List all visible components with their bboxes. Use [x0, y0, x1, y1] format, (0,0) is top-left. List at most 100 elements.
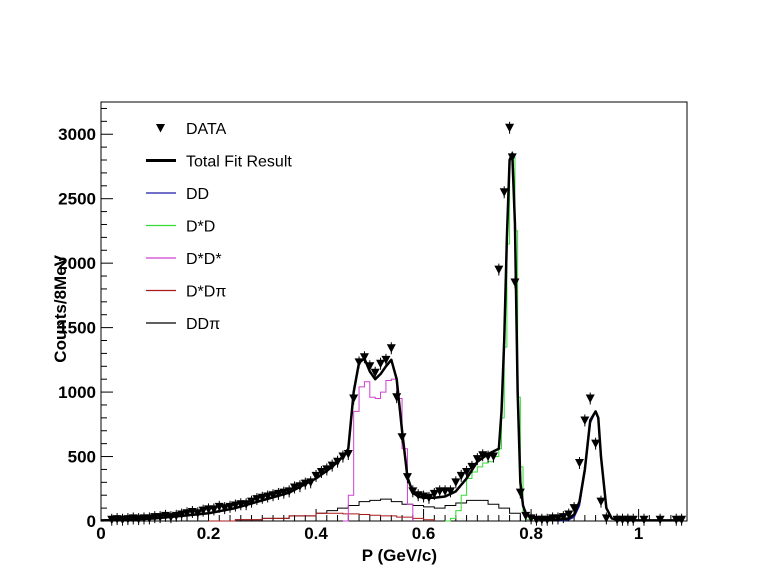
- data-point: [306, 478, 316, 487]
- data-point: [585, 394, 595, 404]
- data-point: [220, 504, 230, 513]
- axis-ticks: 0 0.2 0.4 0.6 0.8 1 0 500 1000 1500 2000 2500 3000: [58, 107, 683, 543]
- series-d-d: [208, 512, 435, 522]
- x-tick-label: 0.4: [304, 524, 328, 543]
- data-point: [316, 468, 326, 477]
- x-tick-label: 1: [634, 524, 643, 543]
- data-point: [445, 487, 455, 496]
- data-point: [591, 439, 601, 449]
- data-point: [510, 278, 520, 287]
- x-tick-label: 0: [96, 524, 105, 543]
- data-point: [628, 515, 638, 525]
- data-point: [521, 511, 531, 521]
- data-point: [451, 478, 461, 487]
- data-point: [655, 515, 665, 525]
- data-point: [198, 506, 208, 516]
- data-point: [488, 452, 498, 462]
- data-point: [402, 473, 412, 482]
- y-tick-label: 0: [87, 512, 96, 531]
- data-point: [193, 509, 203, 518]
- legend: DATA Total Fit Result DD D*D D*D* D*Dπ DDπ: [146, 121, 292, 333]
- data-point: [507, 153, 517, 162]
- plot-border: [100, 101, 688, 522]
- data-point: [505, 123, 515, 133]
- data-point: [144, 514, 154, 523]
- data-point: [462, 468, 472, 477]
- data-point: [639, 515, 649, 525]
- legend-label-total-fit-result: Total Fit Result: [186, 154, 292, 171]
- legend-label-d-d: D*D: [186, 219, 215, 236]
- data-point: [327, 461, 337, 471]
- legend-label-data: DATA: [186, 121, 227, 138]
- data-point: [273, 489, 283, 499]
- data-point: [263, 492, 273, 502]
- x-axis-title: P (GeV/c): [362, 546, 437, 565]
- data-point: [574, 458, 584, 468]
- x-tick-label: 0.8: [519, 524, 543, 543]
- legend-marker-data: [156, 124, 165, 133]
- data-point: [118, 515, 128, 525]
- data-point: [429, 489, 439, 499]
- data-point: [279, 488, 289, 498]
- data-point: [467, 462, 477, 472]
- series-layer: [100, 121, 687, 526]
- y-tick-label: 2500: [58, 190, 96, 209]
- data-point: [677, 515, 687, 525]
- data-point: [542, 515, 552, 525]
- data-point: [311, 471, 321, 481]
- legend-label-d-d: D*Dπ: [186, 284, 226, 301]
- y-tick-label: 500: [68, 448, 96, 467]
- data-point: [166, 513, 176, 522]
- data-point: [107, 515, 117, 525]
- data-point: [123, 515, 133, 524]
- data-point: [155, 513, 165, 522]
- data-point: [230, 501, 240, 511]
- data-point: [209, 505, 219, 514]
- plot-frame: [100, 101, 688, 522]
- legend-label-dd: DD: [186, 186, 209, 203]
- data-point: [257, 493, 267, 503]
- data-point: [134, 515, 144, 524]
- data-point: [515, 488, 525, 498]
- data-point: [370, 368, 380, 378]
- data-point: [171, 511, 181, 521]
- data-point: [456, 471, 466, 481]
- data-point: [601, 514, 611, 523]
- y-axis-title: Counts/8MeV: [51, 254, 70, 362]
- data-point: [177, 510, 187, 520]
- data-point: [392, 393, 402, 402]
- data-point: [338, 452, 348, 462]
- series-d-d: [445, 156, 532, 522]
- data-point: [569, 504, 579, 513]
- data-point: [295, 482, 305, 491]
- data-point: [397, 433, 407, 442]
- series-dd: [557, 410, 628, 522]
- data-point: [558, 513, 568, 522]
- data-point: [564, 510, 574, 520]
- data-point: [268, 491, 278, 500]
- y-tick-label: 1500: [58, 319, 96, 338]
- data-point: [252, 495, 262, 504]
- data-point: [596, 497, 606, 507]
- data-point: [580, 416, 590, 425]
- data-point: [349, 394, 359, 404]
- x-tick-label: 0.2: [197, 524, 221, 543]
- data-point: [300, 479, 310, 489]
- y-tick-label: 1000: [58, 383, 96, 402]
- data-point: [354, 358, 364, 367]
- y-tick-label: 3000: [58, 125, 96, 144]
- legend-label-dd: DDπ: [186, 316, 220, 333]
- data-point: [499, 188, 509, 197]
- data-point: [290, 483, 300, 492]
- data-point: [381, 355, 391, 365]
- data-point: [333, 457, 343, 467]
- data-point: [284, 487, 294, 496]
- y-tick-label: 2000: [58, 254, 96, 273]
- data-point: [359, 353, 369, 362]
- data-point: [365, 362, 375, 371]
- legend-label-d-d: D*D*: [186, 251, 222, 268]
- data-point: [553, 514, 563, 523]
- data-point: [472, 455, 482, 464]
- data-point: [408, 487, 418, 496]
